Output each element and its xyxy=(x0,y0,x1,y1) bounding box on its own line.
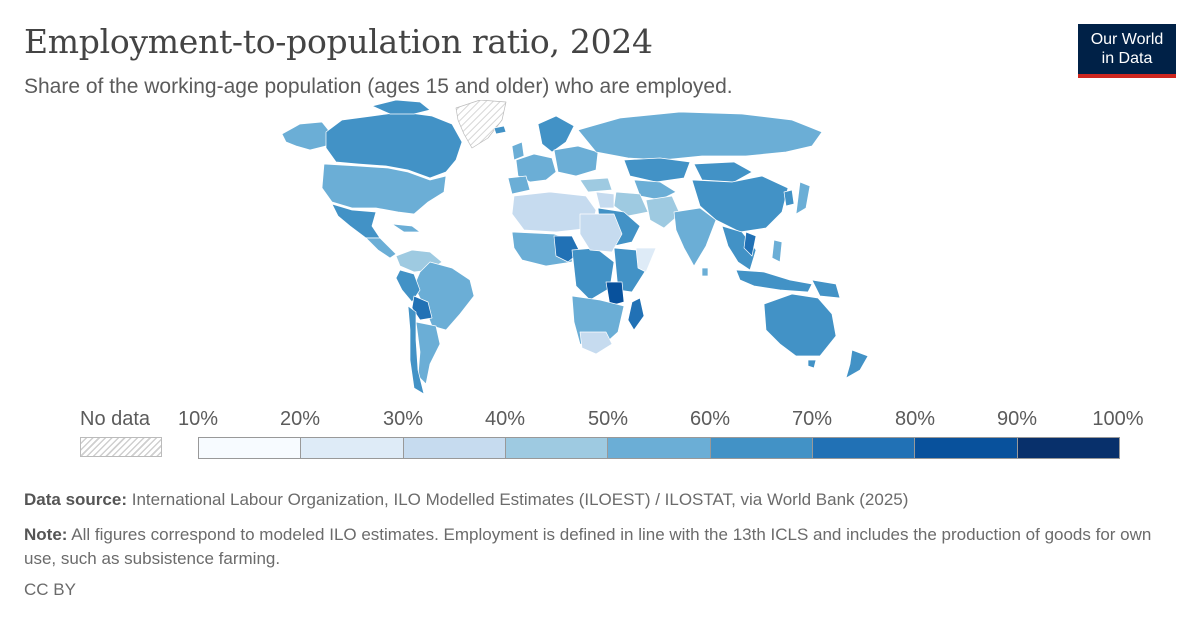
region-mexico[interactable] xyxy=(331,203,381,239)
legend-tick-30: 30% xyxy=(382,408,424,430)
owid-logo[interactable]: Our World in Data xyxy=(1078,24,1176,78)
legend-color-bar xyxy=(198,437,1120,459)
legend-bin-9[interactable] xyxy=(1017,438,1119,458)
region-iceland[interactable] xyxy=(493,125,507,135)
region-bolivia[interactable] xyxy=(411,295,433,321)
legend-no-data-swatch[interactable] xyxy=(80,437,162,457)
legend-bin-6[interactable] xyxy=(710,438,813,458)
region-central-asia[interactable] xyxy=(633,179,677,201)
region-afghanistan-pakistan[interactable] xyxy=(645,195,681,229)
legend-tick-80: 80% xyxy=(894,408,936,430)
data-source-label: Data source: xyxy=(24,490,127,509)
legend-tick-40: 40% xyxy=(484,408,526,430)
chart-note-text: All figures correspond to modeled ILO es… xyxy=(24,525,1152,568)
legend-tick-90: 90% xyxy=(996,408,1038,430)
region-argentina[interactable] xyxy=(415,321,441,385)
legend-tick-60: 60% xyxy=(689,408,731,430)
legend-tick-100: 100% xyxy=(1092,408,1144,430)
chart-note-label: Note: xyxy=(24,525,68,544)
region-peru[interactable] xyxy=(395,269,421,303)
legend-bin-7[interactable] xyxy=(812,438,916,458)
legend-bin-8[interactable] xyxy=(915,438,1018,458)
region-iraq-syria[interactable] xyxy=(595,191,615,209)
world-map xyxy=(281,100,869,395)
region-sudan-chad[interactable] xyxy=(579,213,623,253)
legend-bin-2[interactable] xyxy=(301,438,404,458)
region-caribbean[interactable] xyxy=(391,223,421,233)
data-source-text[interactable]: International Labour Organization, ILO M… xyxy=(131,490,909,509)
legend-bin-3[interactable] xyxy=(403,438,506,458)
region-somalia[interactable] xyxy=(635,247,657,273)
region-alaska[interactable] xyxy=(281,121,331,151)
region-south-africa[interactable] xyxy=(579,331,613,355)
region-korea[interactable] xyxy=(783,189,795,207)
legend-bin-5[interactable] xyxy=(608,438,711,458)
region-chile[interactable] xyxy=(407,305,425,395)
region-australia[interactable] xyxy=(763,293,837,357)
region-greenland xyxy=(455,100,507,149)
region-canada[interactable] xyxy=(325,111,463,179)
region-kazakhstan[interactable] xyxy=(623,157,691,183)
legend-bin-4[interactable] xyxy=(505,438,609,458)
region-eastern-europe[interactable] xyxy=(553,145,599,177)
license[interactable]: CC BY xyxy=(24,580,76,599)
region-indonesia[interactable] xyxy=(735,269,813,293)
chart-subtitle: Share of the working-age population (age… xyxy=(24,75,733,98)
region-canada-islands[interactable] xyxy=(371,100,431,115)
region-russia[interactable] xyxy=(577,111,823,161)
legend-tick-10: 10% xyxy=(177,408,219,430)
legend-bin-1[interactable] xyxy=(199,438,302,458)
region-turkey[interactable] xyxy=(579,177,613,193)
region-china[interactable] xyxy=(691,175,789,233)
region-usa[interactable] xyxy=(321,163,447,215)
region-tanzania[interactable] xyxy=(605,281,625,307)
region-vietnam[interactable] xyxy=(743,231,757,257)
logo-line-1: Our World xyxy=(1090,31,1164,48)
data-source: Data source: International Labour Organi… xyxy=(24,490,908,510)
logo-line-2: in Data xyxy=(1101,50,1153,67)
chart-note: Note: All figures correspond to modeled … xyxy=(24,523,1174,571)
region-scandinavia[interactable] xyxy=(537,115,575,153)
legend-tick-70: 70% xyxy=(791,408,833,430)
region-uk[interactable] xyxy=(511,141,525,161)
region-japan[interactable] xyxy=(795,181,811,215)
region-central-america[interactable] xyxy=(365,237,397,259)
legend-no-data-label: No data xyxy=(80,408,151,430)
legend-tick-20: 20% xyxy=(279,408,321,430)
chart-title: Employment-to-population ratio, 2024 xyxy=(24,22,653,61)
region-papua[interactable] xyxy=(811,279,841,299)
region-india[interactable] xyxy=(673,207,717,267)
region-sri-lanka[interactable] xyxy=(701,267,709,277)
region-mongolia[interactable] xyxy=(693,161,753,183)
region-southeast-asia[interactable] xyxy=(721,225,757,271)
region-iberia[interactable] xyxy=(507,175,531,195)
region-madagascar[interactable] xyxy=(627,297,645,331)
region-tasmania[interactable] xyxy=(807,359,817,369)
region-new-zealand[interactable] xyxy=(845,349,869,379)
region-philippines[interactable] xyxy=(771,239,783,263)
legend-tick-50: 50% xyxy=(587,408,629,430)
